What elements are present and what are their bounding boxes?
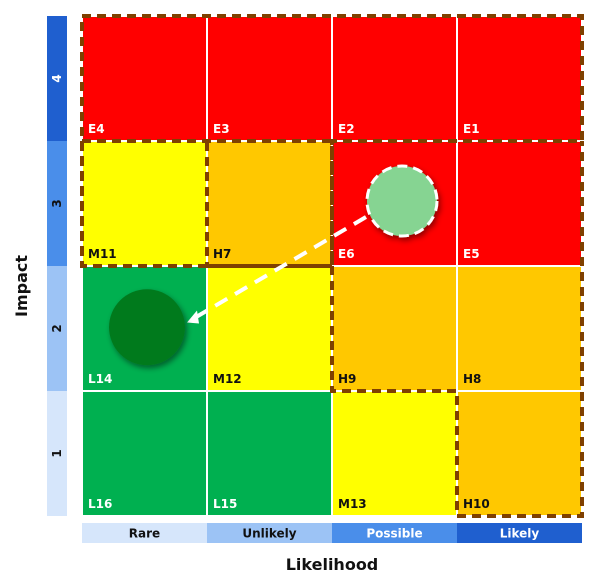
impact-level-label: 2 — [50, 324, 64, 332]
risk-cell-label: M11 — [88, 247, 117, 261]
risk-cell-label: H8 — [463, 372, 481, 386]
likelihood-level-possible — [332, 523, 457, 543]
impact-level-1 — [47, 391, 67, 516]
risk-cell-m13 — [331, 390, 458, 517]
impact-level-label: 3 — [50, 199, 64, 207]
risk-cell-label: M13 — [338, 497, 367, 511]
x-axis-title: Likelihood — [286, 555, 379, 574]
impact-level-label: 1 — [50, 449, 64, 457]
risk-cell-label: E1 — [463, 122, 480, 136]
likelihood-level-unlikely — [207, 523, 332, 543]
high-zone-border-lower — [330, 141, 584, 518]
risk-cell-l16 — [81, 390, 208, 517]
likelihood-level-label: Possible — [366, 527, 422, 541]
target-risk-marker — [109, 289, 185, 366]
likelihood-level-rare — [82, 523, 207, 543]
risk-markers — [109, 164, 439, 366]
risk-cell-e5 — [456, 140, 583, 267]
risk-cell-label: L14 — [88, 372, 112, 386]
likelihood-level-likely — [457, 523, 582, 543]
likelihood-axis: Rare Unlikely Possible Likely — [82, 523, 582, 543]
risk-zone-borders — [80, 14, 584, 518]
y-axis-title: Impact — [12, 255, 31, 317]
likelihood-level-label: Likely — [500, 527, 540, 541]
risk-cell-h10 — [456, 390, 583, 517]
risk-cell-label: L15 — [213, 497, 237, 511]
likelihood-level-label: Rare — [129, 527, 160, 541]
risk-cell-label: M12 — [213, 372, 242, 386]
current-risk-marker — [365, 164, 439, 238]
arrow-head-icon — [187, 310, 199, 324]
impact-level-2 — [47, 266, 67, 391]
risk-cell-label: E3 — [213, 122, 230, 136]
impact-level-label: 4 — [50, 74, 64, 82]
risk-cell-label: L16 — [88, 497, 112, 511]
risk-cell-label: E5 — [463, 247, 480, 261]
risk-grid: E4 E3 E2 E1 M11 H7 E6 E5 L14 M12 H9 H8 L16 L15 M13 H10 — [81, 15, 583, 517]
risk-movement-arrow — [187, 215, 368, 324]
risk-cell-label: E6 — [338, 247, 355, 261]
impact-level-3 — [47, 141, 67, 266]
arrow-line — [195, 215, 368, 319]
risk-cell-label: E4 — [88, 122, 105, 136]
risk-cell-label: H10 — [463, 497, 490, 511]
impact-level-4 — [47, 16, 67, 141]
likelihood-level-label: Unlikely — [242, 527, 296, 541]
impact-axis: 4 3 2 1 — [47, 16, 67, 516]
risk-cell-label: E2 — [338, 122, 355, 136]
risk-cell-label: H9 — [338, 372, 356, 386]
risk-cell-label: H7 — [213, 247, 231, 261]
